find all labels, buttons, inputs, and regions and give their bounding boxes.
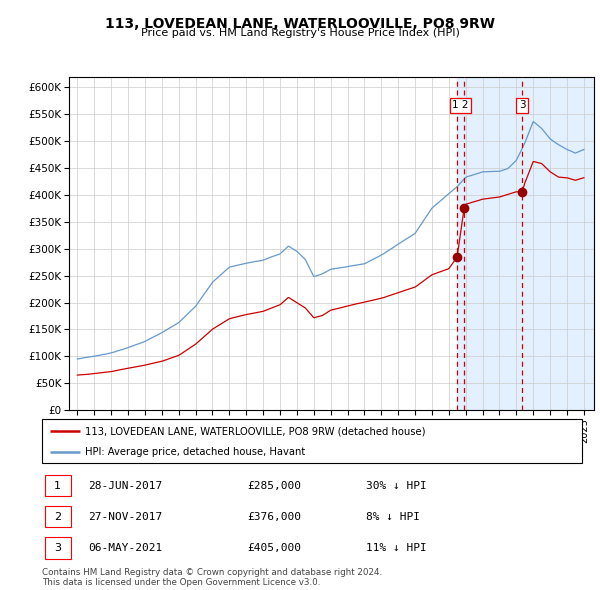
Text: 30% ↓ HPI: 30% ↓ HPI xyxy=(366,481,427,490)
Text: 3: 3 xyxy=(519,100,526,110)
Text: £376,000: £376,000 xyxy=(247,512,301,522)
Text: 1 2: 1 2 xyxy=(452,100,469,110)
Text: Contains HM Land Registry data © Crown copyright and database right 2024.
This d: Contains HM Land Registry data © Crown c… xyxy=(42,568,382,587)
Bar xyxy=(45,537,71,559)
Text: 06-MAY-2021: 06-MAY-2021 xyxy=(88,543,162,553)
Text: Price paid vs. HM Land Registry's House Price Index (HPI): Price paid vs. HM Land Registry's House … xyxy=(140,28,460,38)
Text: 1: 1 xyxy=(54,481,61,490)
Bar xyxy=(45,506,71,527)
Text: £405,000: £405,000 xyxy=(247,543,301,553)
Text: 28-JUN-2017: 28-JUN-2017 xyxy=(88,481,162,490)
Text: £285,000: £285,000 xyxy=(247,481,301,490)
Text: 2: 2 xyxy=(54,512,61,522)
Text: 8% ↓ HPI: 8% ↓ HPI xyxy=(366,512,420,522)
Bar xyxy=(457,77,594,410)
Text: 11% ↓ HPI: 11% ↓ HPI xyxy=(366,543,427,553)
Text: 27-NOV-2017: 27-NOV-2017 xyxy=(88,512,162,522)
Text: 113, LOVEDEAN LANE, WATERLOOVILLE, PO8 9RW (detached house): 113, LOVEDEAN LANE, WATERLOOVILLE, PO8 9… xyxy=(85,427,426,436)
Text: HPI: Average price, detached house, Havant: HPI: Average price, detached house, Hava… xyxy=(85,447,305,457)
Bar xyxy=(45,475,71,496)
Text: 113, LOVEDEAN LANE, WATERLOOVILLE, PO8 9RW: 113, LOVEDEAN LANE, WATERLOOVILLE, PO8 9… xyxy=(105,17,495,31)
Text: 3: 3 xyxy=(54,543,61,553)
